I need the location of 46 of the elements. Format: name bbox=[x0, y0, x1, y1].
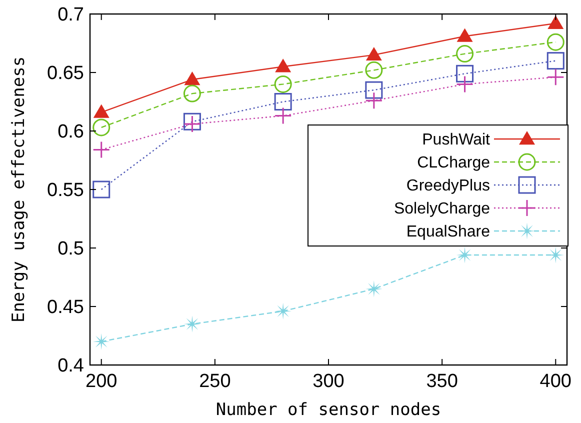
legend-label: EqualShare bbox=[406, 224, 490, 241]
y-axis-title: Energy usage effectiveness bbox=[9, 56, 29, 323]
x-tick-label: 250 bbox=[199, 371, 231, 392]
point bbox=[92, 118, 110, 136]
point bbox=[456, 75, 474, 93]
point bbox=[274, 75, 292, 93]
point bbox=[456, 64, 474, 82]
y-tick-label: 0.6 bbox=[58, 122, 84, 143]
point bbox=[274, 93, 292, 110]
point bbox=[548, 15, 564, 29]
point bbox=[274, 107, 292, 125]
x-tick-label: 400 bbox=[540, 371, 572, 392]
point bbox=[456, 45, 474, 63]
point bbox=[92, 333, 110, 350]
point bbox=[92, 180, 110, 198]
y-tick-label: 0.7 bbox=[58, 4, 84, 26]
point bbox=[275, 58, 292, 72]
point bbox=[274, 302, 292, 320]
y-tick-label: 0.5 bbox=[58, 238, 84, 260]
point bbox=[93, 104, 110, 118]
legend-label: PushWait bbox=[422, 132, 491, 149]
point bbox=[456, 246, 474, 264]
y-tick-label: 0.4 bbox=[58, 356, 84, 377]
y-tick-label: 0.55 bbox=[47, 180, 84, 202]
point bbox=[546, 33, 564, 51]
point bbox=[365, 61, 383, 79]
x-axis-title: Number of sensor nodes bbox=[216, 400, 442, 420]
legend-label: GreedyPlus bbox=[406, 178, 490, 195]
point bbox=[546, 52, 564, 70]
point bbox=[365, 92, 383, 110]
y-tick-label: 0.65 bbox=[47, 63, 84, 84]
point bbox=[365, 81, 383, 99]
point bbox=[92, 140, 110, 158]
point bbox=[456, 28, 473, 42]
point bbox=[366, 280, 382, 298]
x-tick-label: 200 bbox=[86, 371, 118, 392]
point bbox=[546, 68, 564, 86]
legend-label: CLCharge bbox=[417, 154, 490, 172]
point bbox=[183, 84, 201, 102]
y-tick-label: 0.45 bbox=[47, 297, 84, 318]
x-tick-label: 300 bbox=[312, 371, 344, 392]
legend-label: SolelyCharge bbox=[394, 200, 490, 218]
x-tick-label: 350 bbox=[426, 371, 458, 392]
point bbox=[184, 316, 201, 332]
point bbox=[184, 72, 200, 86]
point bbox=[366, 46, 382, 61]
